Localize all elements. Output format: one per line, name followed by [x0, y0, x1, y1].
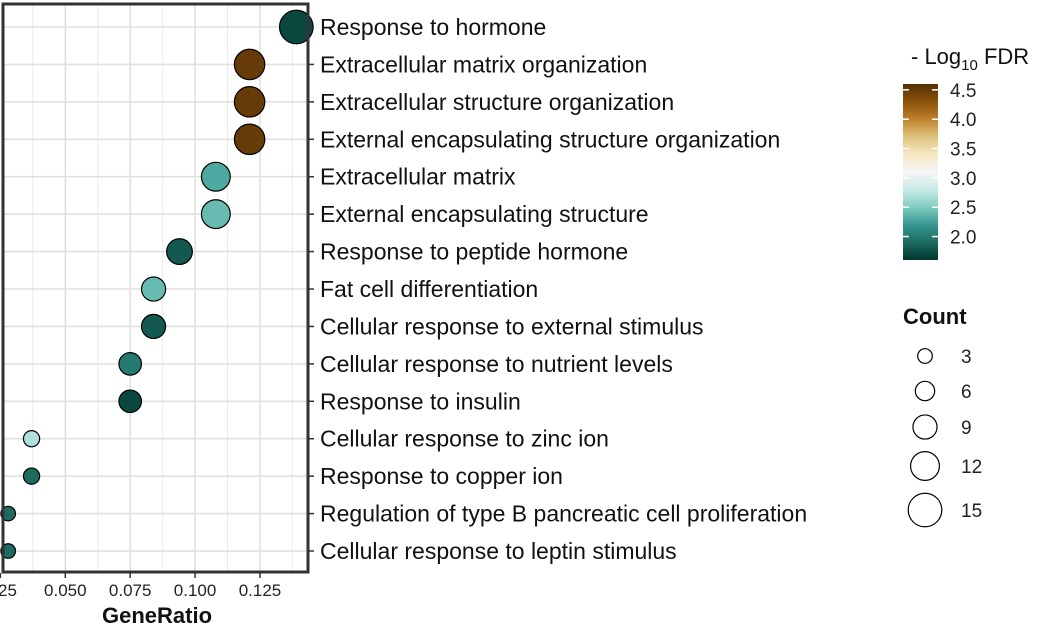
term-label: Response to copper ion — [320, 463, 563, 489]
size-legend-circle — [909, 450, 941, 482]
size-legend: Count 3 6 9 12 15 — [903, 304, 982, 528]
term-label: External encapsulating structure — [320, 201, 649, 227]
term-labels: Response to hormone Extracellular matrix … — [309, 14, 807, 564]
size-legend-label: 15 — [961, 501, 982, 522]
color-tick-label: 3.0 — [950, 169, 976, 190]
x-tick-label: 0.075 — [109, 581, 152, 600]
data-point — [233, 123, 266, 156]
color-tick-label: 4.0 — [950, 110, 976, 131]
x-tick-label: 0.050 — [44, 581, 87, 600]
term-label: Extracellular structure organization — [320, 89, 674, 115]
size-legend-label: 6 — [961, 382, 972, 403]
x-tick-label: 0.100 — [174, 581, 217, 600]
data-point — [118, 352, 143, 376]
color-legend: - Log10 FDR 4.5 4.0 3.5 3.0 2.5 2.0 — [903, 44, 1029, 260]
term-label: Cellular response to leptin stimulus — [320, 538, 677, 564]
size-legend-items: 3 6 9 12 15 — [907, 347, 982, 528]
size-legend-title: Count — [903, 304, 967, 329]
term-label: Extracellular matrix organization — [320, 51, 647, 77]
term-label: Response to hormone — [320, 14, 546, 40]
term-label: Response to peptide hormone — [320, 239, 628, 265]
size-legend-label: 3 — [961, 347, 972, 368]
color-tick-label: 2.5 — [950, 198, 976, 219]
color-legend-title-subscript: 10 — [961, 57, 978, 74]
color-legend-ticks: 4.5 4.0 3.5 3.0 2.5 2.0 — [903, 81, 976, 249]
data-point — [200, 161, 231, 192]
data-point — [118, 389, 143, 414]
size-legend-label: 9 — [961, 418, 972, 439]
x-tick-label: 0.125 — [239, 581, 282, 600]
data-point — [0, 543, 17, 559]
term-label: External encapsulating structure organiz… — [320, 126, 780, 152]
data-point — [0, 505, 17, 522]
data-point — [200, 199, 231, 230]
term-label: Regulation of type B pancreatic cell pro… — [320, 501, 807, 527]
data-point — [22, 467, 41, 485]
data-point — [233, 48, 266, 81]
color-legend-title: - Log10 FDR — [911, 44, 1029, 74]
data-points — [0, 9, 314, 559]
color-tick-label: 2.0 — [950, 228, 976, 249]
data-point — [22, 430, 41, 448]
color-legend-title-prefix: - Log — [911, 44, 961, 69]
term-label: Fat cell differentiation — [320, 276, 538, 302]
size-legend-circle — [917, 348, 933, 364]
color-legend-title-suffix: FDR — [978, 44, 1029, 69]
data-point — [140, 276, 167, 302]
color-tick-label: 4.5 — [950, 81, 976, 102]
data-point — [140, 313, 167, 340]
color-tick-label: 3.5 — [950, 140, 976, 161]
term-label: Cellular response to external stimulus — [320, 313, 704, 339]
term-label: Cellular response to nutrient levels — [320, 351, 673, 377]
data-point — [166, 238, 193, 266]
x-axis-title: GeneRatio — [102, 603, 212, 628]
size-legend-circle — [907, 492, 943, 528]
plot-panel-border — [1, 2, 310, 574]
color-bar — [903, 84, 938, 260]
data-point — [233, 86, 266, 118]
term-label: Cellular response to zinc ion — [320, 426, 609, 452]
size-legend-label: 12 — [961, 457, 982, 478]
x-tick-label: .025 — [0, 581, 17, 600]
size-legend-circle — [912, 414, 938, 440]
x-axis-ticks: .025 0.050 0.075 0.100 0.125 — [0, 573, 281, 600]
size-legend-circle — [914, 380, 936, 402]
term-label: Extracellular matrix — [320, 164, 516, 190]
term-label: Response to insulin — [320, 388, 521, 414]
